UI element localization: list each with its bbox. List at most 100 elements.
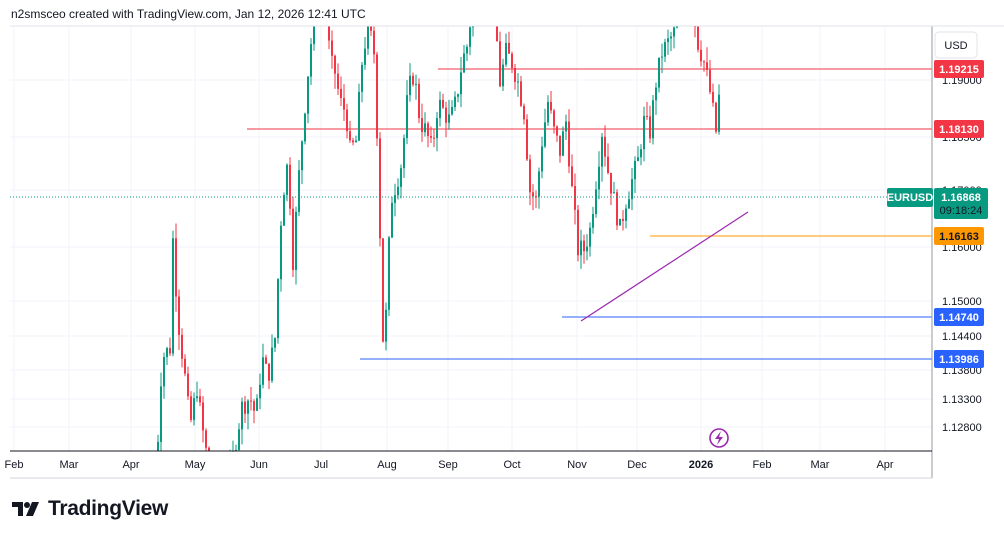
candle-body — [241, 401, 243, 430]
candle-body — [259, 384, 261, 399]
candle-body — [514, 67, 516, 82]
candle-body — [508, 42, 510, 54]
lightning-event-icon[interactable] — [709, 428, 729, 448]
candle-body — [277, 279, 279, 339]
candle-body — [361, 64, 363, 92]
candle-body — [667, 38, 669, 43]
candle-body — [439, 99, 441, 119]
candle-body — [556, 126, 558, 136]
candle-body — [547, 101, 549, 123]
last-price-label: 1.16868 — [941, 192, 981, 204]
candle-body — [415, 83, 417, 85]
x-tick-label: Feb — [5, 459, 24, 471]
y-tick-label: 1.13300 — [942, 394, 982, 406]
candle-body — [562, 131, 564, 156]
candle-body — [580, 240, 582, 256]
tradingview-logo-icon — [12, 502, 39, 516]
trendline-layer[interactable] — [580, 211, 749, 322]
candle-body — [697, 26, 699, 50]
candle-body — [181, 334, 183, 359]
symbol-label: EURUSD — [887, 192, 934, 204]
time-axis[interactable]: Feb Mar Apr May Jun Jul Aug Sep Oct Nov Dec 2026 Feb… — [5, 459, 894, 471]
candle-body — [169, 348, 171, 354]
candle-body — [262, 357, 264, 385]
candle-body — [310, 44, 312, 77]
candle-body — [328, 26, 330, 41]
candle-body — [307, 76, 309, 114]
level-price-box — [934, 120, 984, 138]
candle-body — [388, 237, 390, 310]
y-tick-label: 1.12800 — [942, 422, 982, 434]
last-price-box — [934, 188, 988, 219]
candle-body — [295, 211, 297, 270]
candle-body — [625, 208, 627, 221]
candle-body — [712, 91, 714, 103]
candle-body — [457, 94, 459, 97]
candle-body — [292, 208, 294, 270]
candle-body — [298, 170, 300, 212]
candle-body — [175, 238, 177, 297]
candle-body — [283, 194, 285, 226]
candle-body — [370, 26, 372, 31]
candle-body — [574, 186, 576, 210]
x-tick-label: Mar — [60, 459, 79, 471]
candle-body — [199, 396, 201, 403]
candle-body — [601, 136, 603, 167]
candle-body — [193, 398, 195, 420]
candle-body — [628, 199, 630, 209]
candle-body — [634, 160, 636, 180]
candle-body — [382, 238, 384, 342]
candle-body — [520, 81, 522, 106]
tradingview-logo[interactable]: TradingView — [12, 497, 168, 521]
x-tick-label: Sep — [438, 459, 458, 471]
candle-body — [253, 401, 255, 411]
currency-box[interactable] — [934, 31, 978, 59]
horizontal-levels[interactable] — [247, 68, 932, 360]
candle-body — [517, 81, 519, 83]
x-tick-label: Apr — [876, 459, 893, 471]
candle-body — [349, 131, 351, 141]
candle-body — [352, 140, 354, 143]
candle-body — [163, 357, 165, 387]
candle-body — [331, 40, 333, 56]
candle-body — [157, 441, 159, 451]
candle-body — [718, 94, 720, 132]
candle-body — [379, 138, 381, 239]
candle-body — [544, 122, 546, 147]
candle-body — [160, 386, 162, 442]
x-tick-label: Apr — [122, 459, 139, 471]
candle-body — [238, 429, 240, 450]
level-price-label: 1.14740 — [939, 312, 979, 324]
level-price-label: 1.18130 — [939, 124, 979, 136]
candle-body — [409, 75, 411, 96]
candle-body — [394, 195, 396, 203]
ascending-trendline[interactable] — [580, 211, 749, 322]
candle-body — [469, 27, 471, 47]
candle-body — [622, 218, 624, 221]
level-price-label: 1.19215 — [939, 64, 979, 76]
x-tick-label: Jul — [314, 459, 328, 471]
x-tick-label: 2026 — [689, 459, 713, 471]
candle-body — [676, 26, 678, 28]
candle-body — [205, 430, 207, 448]
x-tick-label: Dec — [627, 459, 647, 471]
candle-body — [190, 396, 192, 420]
x-tick-label: Nov — [567, 459, 587, 471]
candle-body — [607, 156, 609, 173]
candle-body — [703, 61, 705, 63]
candle-body — [301, 141, 303, 171]
candle-body — [196, 396, 198, 399]
candles — [157, 26, 720, 452]
candle-body — [652, 100, 654, 139]
x-tick-label: Mar — [811, 459, 830, 471]
candle-body — [619, 218, 621, 226]
candle-body — [568, 121, 570, 167]
candle-body — [265, 357, 267, 364]
candle-body — [538, 171, 540, 197]
candle-body — [274, 338, 276, 348]
candle-body — [613, 192, 615, 194]
candle-body — [565, 121, 567, 132]
candle-body — [367, 26, 369, 49]
candle-body — [586, 246, 588, 252]
